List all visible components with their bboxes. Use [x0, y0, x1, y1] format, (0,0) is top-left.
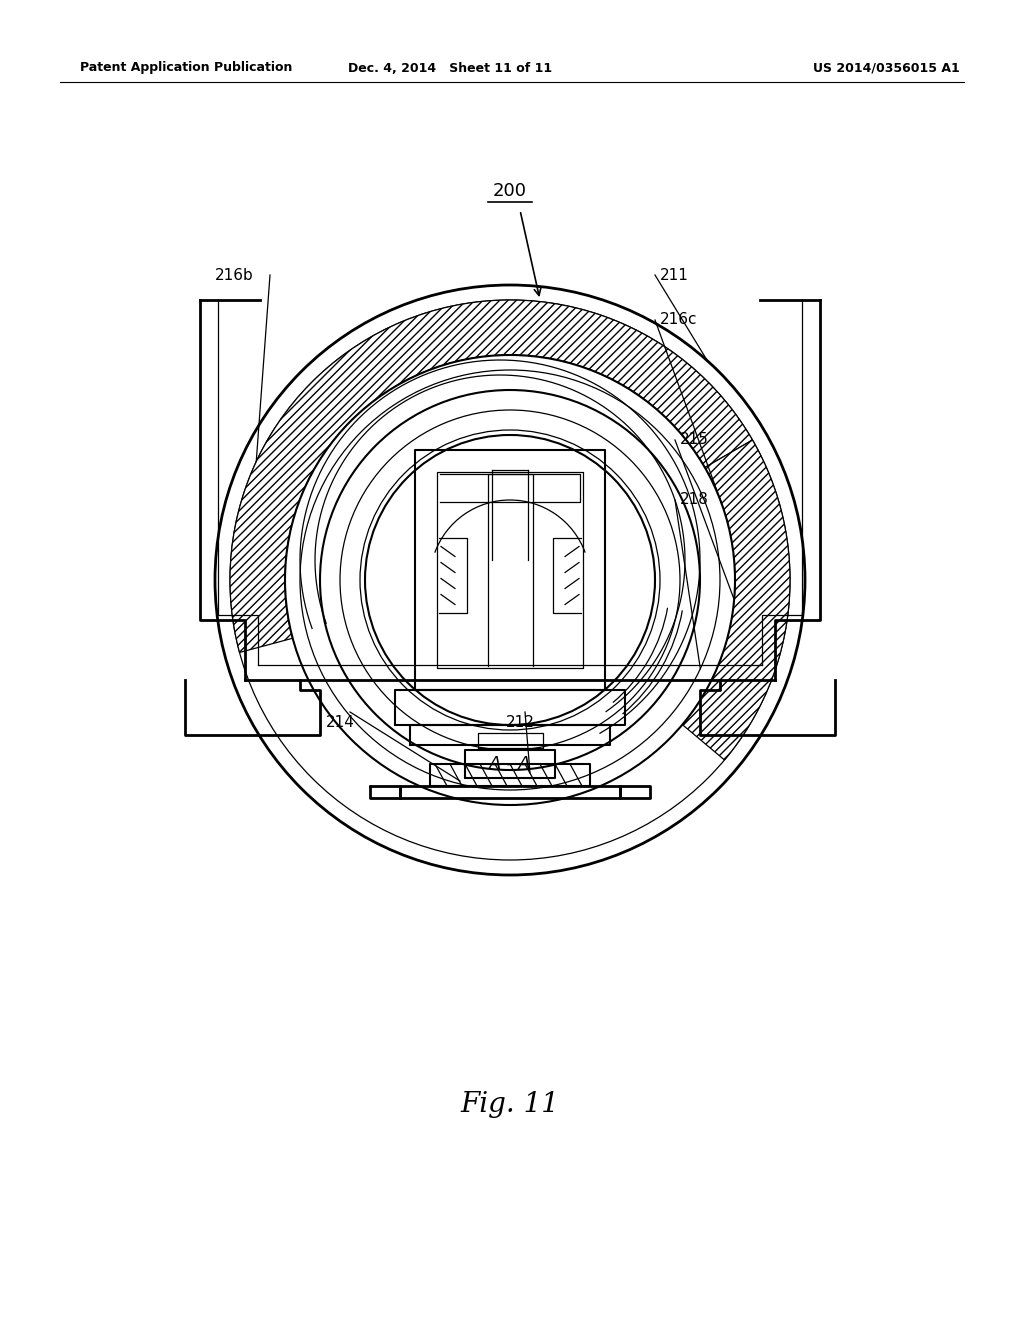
Text: 215: 215: [680, 433, 709, 447]
Circle shape: [340, 411, 680, 750]
Text: 200: 200: [493, 182, 527, 201]
Circle shape: [365, 436, 655, 725]
Circle shape: [285, 355, 735, 805]
Circle shape: [360, 430, 660, 730]
Text: 212: 212: [506, 715, 535, 730]
Text: Patent Application Publication: Patent Application Publication: [80, 62, 293, 74]
Text: US 2014/0356015 A1: US 2014/0356015 A1: [813, 62, 961, 74]
Text: 216c: 216c: [660, 313, 697, 327]
Wedge shape: [682, 440, 790, 760]
Text: A - A: A - A: [488, 755, 531, 774]
Text: 216b: 216b: [215, 268, 254, 282]
Text: Dec. 4, 2014   Sheet 11 of 11: Dec. 4, 2014 Sheet 11 of 11: [348, 62, 552, 74]
Text: 214: 214: [326, 715, 354, 730]
Circle shape: [319, 389, 700, 770]
Wedge shape: [230, 300, 753, 652]
Text: Fig. 11: Fig. 11: [461, 1092, 559, 1118]
Text: 211: 211: [660, 268, 689, 282]
Text: 218: 218: [680, 492, 709, 507]
